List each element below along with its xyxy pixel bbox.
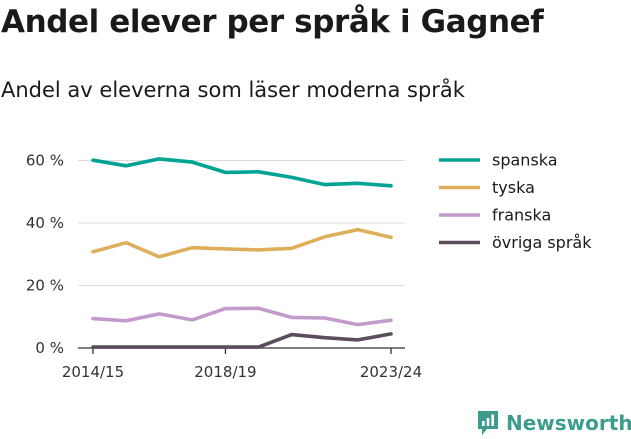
legend: spanska tyska franska övriga språk	[439, 151, 592, 252]
series-line-1	[91, 157, 393, 188]
line-chart: 0 % 20 % 40 % 60 % 2014/15 2018/19 2023/24 sp…	[26, 151, 592, 382]
y-tick-label: 60 %	[26, 152, 64, 170]
series-line-4	[91, 332, 393, 349]
legend-label: övriga språk	[492, 233, 592, 252]
newsworthy-logo: Newsworthy	[476, 408, 631, 438]
y-axis: 0 % 20 % 40 % 60 %	[26, 152, 64, 358]
series-lines	[91, 157, 393, 349]
bar-chart-icon	[478, 411, 498, 435]
x-tick-label: 2023/24	[360, 363, 422, 381]
chart-title: Andel elever per språk i Gagnef	[1, 4, 544, 40]
y-tick-label: 0 %	[35, 339, 64, 357]
chart-subtitle: Andel av eleverna som läser moderna språ…	[1, 78, 465, 102]
x-tick-label: 2018/19	[194, 363, 256, 381]
y-tick-label: 40 %	[26, 214, 64, 232]
brand-name: Newsworthy	[506, 411, 631, 435]
series-line-3	[91, 306, 393, 327]
x-tick-label: 2014/15	[62, 363, 124, 381]
x-axis: 2014/15 2018/19 2023/24	[62, 348, 422, 381]
y-tick-label: 20 %	[26, 277, 64, 295]
legend-label: franska	[492, 206, 551, 225]
series-line-2	[91, 227, 393, 259]
legend-label: tyska	[492, 178, 535, 197]
legend-label: spanska	[492, 151, 558, 170]
